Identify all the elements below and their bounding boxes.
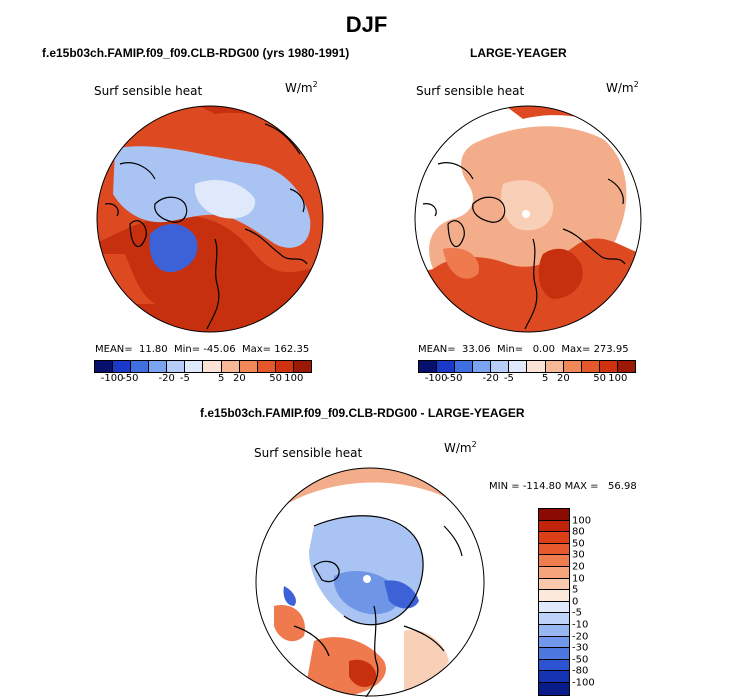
panel-1-colorbar-tick-label: 5 <box>217 373 225 384</box>
panel-3-colorbar-swatch <box>539 532 569 544</box>
panel-3-colorbar-tick-label: -10 <box>572 619 589 631</box>
panel-1-colorbar-swatch <box>239 361 258 372</box>
panel-3-colorbar-tick-label: 0 <box>572 596 579 608</box>
panel-2-colorbar-swatch <box>563 361 582 372</box>
panel-2-colorbar-tick-label: -5 <box>503 373 514 384</box>
panel-2-colorbar-swatch <box>419 361 438 372</box>
panel-2-colorbar-swatch <box>437 361 456 372</box>
panel-3-stats: MIN = -114.80 MAX = 56.98 <box>489 481 637 492</box>
panel-1-region-greenland <box>149 224 198 273</box>
figure-title: DJF <box>345 12 388 37</box>
panel-2-title: LARGE-YEAGER <box>470 46 567 60</box>
panel-1-colorbar: -100 -50 -20 -5 5 20 50 100 <box>94 360 312 385</box>
panel-1-colorbar-tick-label: 100 <box>284 373 304 384</box>
panel-3-units: W/m2 <box>444 440 477 455</box>
panel-3-title: f.e15b03ch.FAMIP.f09_f09.CLB-RDG00 - LAR… <box>200 406 525 420</box>
panel-3-colorbar-tick-label: -20 <box>572 631 589 643</box>
panel-2-colorbar-tick-label: 50 <box>593 373 607 384</box>
panel-2-colorbar-swatch <box>581 361 600 372</box>
panel-2-colorbar-swatch <box>527 361 546 372</box>
panel-2-colorbar-tick-label: -20 <box>482 373 499 384</box>
panel-3-region-pacific <box>256 468 484 546</box>
panel-2-variable-label: Surf sensible heat <box>416 84 525 98</box>
panel-3-colorbar-swatch <box>539 624 569 637</box>
panel-3-colorbar-swatch <box>539 509 569 521</box>
panel-3-colorbar-tick-label: 20 <box>572 561 585 573</box>
panel-1-colorbar-swatch <box>185 361 204 372</box>
panel-1-colorbar-tick-label: -5 <box>179 373 190 384</box>
panel-2-colorbar-tick-label: 5 <box>541 373 549 384</box>
panel-3-colorbar-swatch <box>539 636 569 649</box>
panel-2-stats: MEAN= 33.06 Min= 0.00 Max= 273.95 <box>418 344 629 355</box>
panel-1-colorbar-swatch <box>293 361 311 372</box>
panel-1-colorbar-swatch <box>149 361 168 372</box>
panel-3-colorbar-tick-label: -5 <box>572 607 582 619</box>
panel-3-colorbar-tick-label: 50 <box>572 538 585 550</box>
panel-3-colorbar-tick-label: -30 <box>572 642 589 654</box>
panel-3-colorbar-swatch <box>539 555 569 567</box>
panel-3-variable-label: Surf sensible heat <box>254 446 363 460</box>
panel-1-colorbar-swatch <box>221 361 240 372</box>
panel-3-colorbar-tick-label: -100 <box>572 677 595 689</box>
panel-2-colorbar-swatch <box>599 361 618 372</box>
panel-3-colorbar <box>538 508 570 696</box>
panel-1-colorbar-tick-label: 50 <box>269 373 283 384</box>
panel-3-colorbar-swatch <box>539 648 569 660</box>
panel-2-colorbar-swatch <box>617 361 635 372</box>
panel-3-colorbar-swatch <box>539 566 569 579</box>
panel-3-colorbar-swatch <box>539 682 569 695</box>
panel-3-colorbar-tick-label: 80 <box>572 526 585 538</box>
panel-3-colorbar-tick-label: 30 <box>572 549 585 561</box>
panel-1-colorbar-swatch <box>275 361 294 372</box>
panel-3-colorbar-swatch <box>539 520 569 533</box>
panel-3-colorbar-swatch <box>539 601 569 614</box>
panel-3-colorbar-swatch <box>539 543 569 556</box>
panel-2-colorbar-tick-label: 20 <box>556 373 570 384</box>
panel-1-map <box>96 105 324 333</box>
panel-2-colorbar-tick-label: -100 <box>424 373 448 384</box>
panel-3-colorbar-swatch <box>539 590 569 602</box>
panel-3-colorbar-swatch <box>539 578 569 591</box>
panel-2-region-pole <box>501 180 554 231</box>
panel-3-colorbar-tick-label: -50 <box>572 654 589 666</box>
panel-3-colorbar-tick-label: 100 <box>572 515 592 527</box>
panel-1-colorbar-swatch <box>203 361 222 372</box>
panel-1-stats: MEAN= 11.80 Min= -45.06 Max= 162.35 <box>95 344 310 355</box>
panel-1-colorbar-swatch <box>113 361 132 372</box>
panel-1-colorbar-swatch <box>257 361 276 372</box>
panel-1-region-pole <box>194 179 256 219</box>
panel-1-colorbar-tick-label: -100 <box>100 373 124 384</box>
panel-2-colorbar-swatch <box>473 361 492 372</box>
panel-1-colorbar-tick-label: -20 <box>158 373 175 384</box>
panel-3-colorbar-ticks: 100 80 50 30 20 10 5 0 -5 -10 -20 -30 -50 -80 -100 <box>572 508 622 698</box>
panel-2-colorbar-swatch <box>509 361 528 372</box>
panel-2-colorbar-tick-label: -50 <box>446 373 463 384</box>
panel-2-colorbar: -100 -50 -20 -5 5 20 50 100 <box>418 360 636 385</box>
panel-1-colorbar-swatch <box>95 361 114 372</box>
panel-2-colorbar-tick-label: 100 <box>608 373 628 384</box>
panel-1-colorbar-tick-label: -50 <box>122 373 139 384</box>
panel-3-colorbar-swatch <box>539 659 569 672</box>
panel-1-colorbar-tick-label: 20 <box>232 373 246 384</box>
panel-3-colorbar-tick-label: -80 <box>572 665 589 677</box>
panel-2-map <box>414 105 642 333</box>
panel-2-units: W/m2 <box>606 80 639 95</box>
panel-1-colorbar-swatch <box>167 361 186 372</box>
panel-2-colorbar-swatch <box>491 361 510 372</box>
panel-3-colorbar-swatch <box>539 671 569 683</box>
panel-3-map <box>255 467 485 697</box>
panel-3-colorbar-tick-label: 10 <box>572 573 585 585</box>
panel-2-colorbar-swatch <box>545 361 564 372</box>
panel-2-colorbar-swatch <box>455 361 474 372</box>
panel-1-units: W/m2 <box>285 80 318 95</box>
panel-3-colorbar-tick-label: 5 <box>572 584 579 596</box>
panel-3-colorbar-swatch <box>539 613 569 625</box>
panel-1-title: f.e15b03ch.FAMIP.f09_f09.CLB-RDG00 (yrs … <box>42 46 350 60</box>
panel-1-colorbar-swatch <box>131 361 150 372</box>
panel-1-variable-label: Surf sensible heat <box>94 84 203 98</box>
